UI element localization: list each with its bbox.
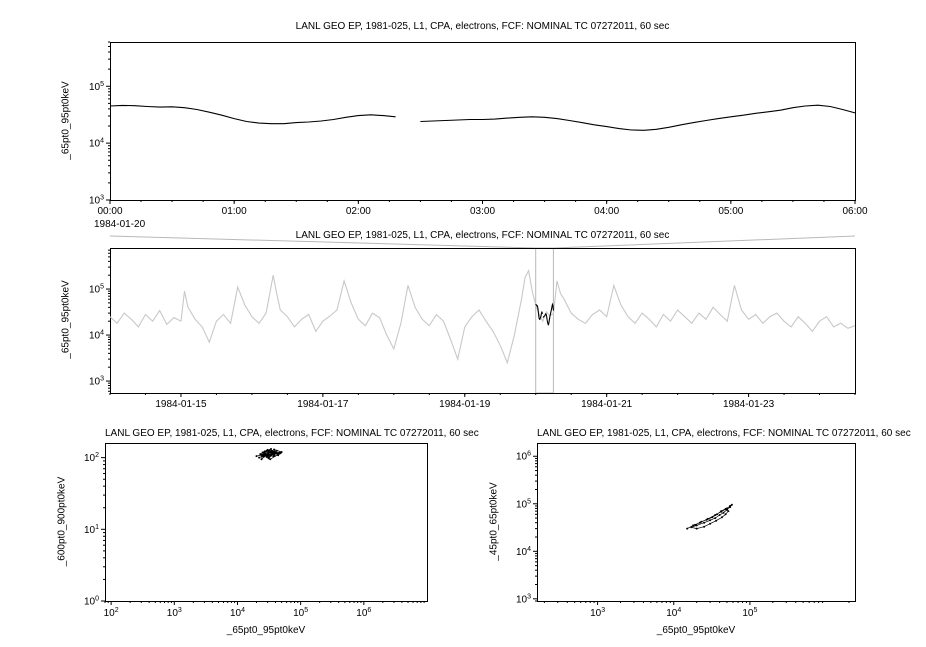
tick-label: 04:00 [594,206,619,217]
tick-label: 1984-01-21 [581,399,633,410]
zoom-timeseries[interactable]: 103 104 105 00:00 01:00 02:00 03:00 04:00 05:00 0… [89,41,868,217]
tick-label: 1984-01-19 [439,399,491,410]
panel-scatter-left-title: LANL GEO EP, 1981-025, L1, CPA, electron… [105,428,479,439]
panel-scatter-right-xlabel: _65pt0_95pt0keV [656,625,736,636]
tick-label: 103 [167,607,182,619]
panel-scatter-right-ylabel: _45pt0_65pt0keV [488,482,500,561]
electron-flux-65-95keV-trace[interactable] [109,104,856,131]
zoom-region-box[interactable] [535,247,554,394]
tick-label: 103 [590,607,605,619]
tick-label: 105 [293,607,308,619]
context-timeseries[interactable]: 103 104 105 1984-01-15 1984-01-17 1984-01-19 1… [89,235,856,410]
tick-label: 105 [89,284,104,296]
zoom-axis-date-label: 1984-01-20 [94,219,146,230]
scatter-600-900-vs-65-95[interactable]: 100 101 102 102 103 104 105 106 [84,443,428,620]
tick-label: 01:00 [222,206,247,217]
plot-frame [110,42,856,201]
plot-frame [537,443,856,602]
tick-label: 104 [230,607,245,619]
tick-label: 104 [516,546,531,558]
panel-scatter-left-xlabel: _65pt0_95pt0keV [226,625,306,636]
electron-flux-65-95keV-context-trace[interactable] [109,269,856,365]
panel-scatter-right-title: LANL GEO EP, 1981-025, L1, CPA, electron… [537,428,911,439]
tick-label: 103 [89,195,104,207]
tick-label: 105 [89,81,104,93]
tick-label: 105 [742,607,757,619]
tick-label: 104 [89,138,104,150]
tick-label: 05:00 [718,206,743,217]
tick-label: 00:00 [97,206,122,217]
tick-label: 03:00 [470,206,495,217]
tick-label: 104 [89,330,104,342]
panel-context-ylabel: _65pt0_95pt0keV [60,280,72,359]
tick-label: 1984-01-23 [723,399,775,410]
panel-zoom-ylabel: _65pt0_95pt0keV [60,81,72,160]
zoom-connector-lines [109,235,856,249]
tick-label: 100 [84,596,99,608]
axis-ticks [101,457,425,605]
plot-frame [110,248,856,394]
tick-label: 104 [666,607,681,619]
axis-ticks [533,455,850,605]
tick-label: 105 [516,498,531,510]
panel-scatter-left-ylabel: _600pt0_900pt0keV [56,476,68,567]
tick-label: 1984-01-15 [155,399,207,410]
tick-label: 101 [84,524,99,536]
tick-label: 102 [84,452,99,464]
scatter-45-65-vs-65-95[interactable]: 103 104 105 106 103 104 105 [516,443,856,620]
tick-label: 106 [356,607,371,619]
tick-label: 103 [89,376,104,388]
highlighted-interval-trace [535,302,555,326]
axis-ticks [106,41,856,204]
tick-label: 102 [104,607,119,619]
panel-context-title: LANL GEO EP, 1981-025, L1, CPA, electron… [295,230,670,241]
panel-zoom-title: LANL GEO EP, 1981-025, L1, CPA, electron… [295,21,670,32]
axis-ticks [106,249,856,397]
tick-label: 06:00 [842,206,867,217]
plot-frame [105,443,428,602]
tick-label: 1984-01-17 [297,399,349,410]
tick-label: 106 [516,451,531,463]
tick-label: 103 [516,593,531,605]
tick-label: 02:00 [346,206,371,217]
